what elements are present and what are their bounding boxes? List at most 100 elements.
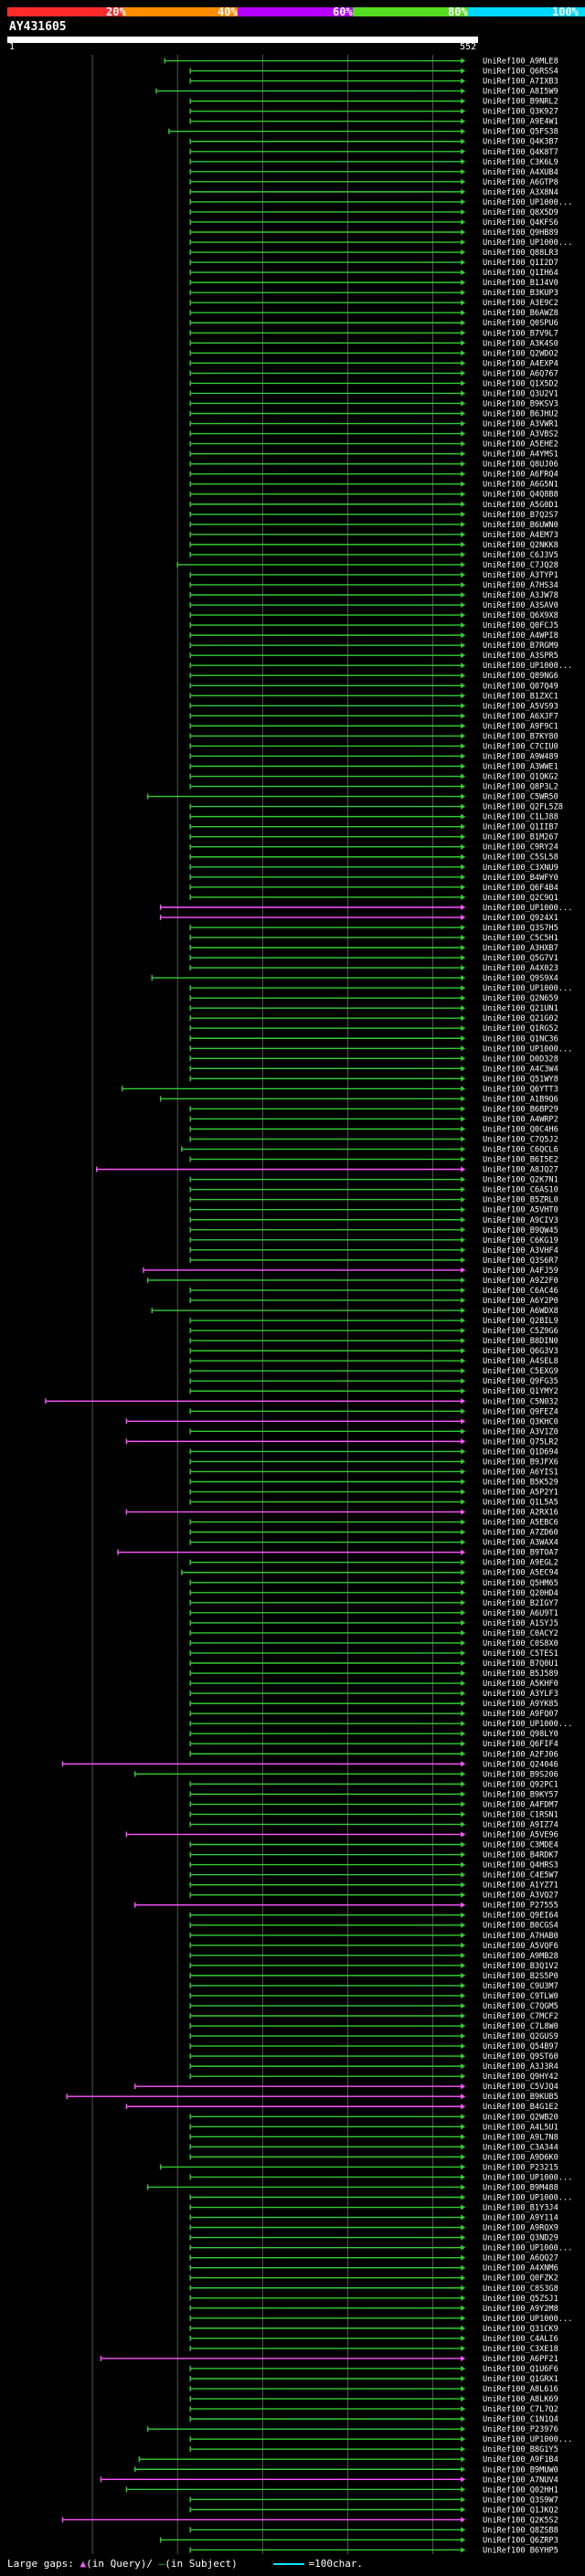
hit-label[interactable]: UniRef100_B6AWZ8	[483, 309, 558, 318]
hit-label[interactable]: UniRef100_Q21G02	[483, 1014, 558, 1023]
hit-label[interactable]: UniRef100_B9S206	[483, 1770, 558, 1779]
hit-label[interactable]: UniRef100_A5EC94	[483, 1569, 558, 1578]
hit-label[interactable]: UniRef100_A4FDM7	[483, 1800, 558, 1809]
hit-label[interactable]: UniRef100_B9TOA7	[483, 1549, 558, 1558]
hit-label[interactable]: UniRef100_Q4K3B7	[483, 138, 558, 147]
hit-label[interactable]: UniRef100_B9MUW0	[483, 2465, 558, 2475]
hit-label[interactable]: UniRef100_Q9HY42	[483, 2072, 558, 2082]
hit-label[interactable]: UniRef100_A5VHT0	[483, 1206, 558, 1215]
hit-label[interactable]: UniRef100_C7JQ28	[483, 561, 558, 570]
hit-label[interactable]: UniRef100_Q6F4B4	[483, 884, 558, 893]
hit-label[interactable]: UniRef100_C6QCL6	[483, 1146, 558, 1155]
hit-label[interactable]: UniRef100_Q6FIF4	[483, 1740, 558, 1749]
hit-label[interactable]: UniRef100_Q2GUS9	[483, 2032, 558, 2041]
hit-label[interactable]: UniRef100_B6JHU2	[483, 410, 558, 419]
hit-label[interactable]: UniRef100_C7CIU0	[483, 742, 558, 751]
hit-label[interactable]: UniRef100_Q2K7N1	[483, 1176, 558, 1185]
hit-label[interactable]: UniRef100_Q4Q8B8	[483, 491, 558, 500]
hit-label[interactable]: UniRef100_Q1U6F6	[483, 2365, 558, 2374]
hit-label[interactable]: UniRef100_Q2NKK8	[483, 541, 558, 550]
hit-label[interactable]: UniRef100_B0CGS4	[483, 1922, 558, 1931]
hit-label[interactable]: UniRef100_Q3U2V1	[483, 389, 558, 398]
hit-label[interactable]: UniRef100_Q9ST60	[483, 2052, 558, 2062]
hit-label[interactable]: UniRef100_A9W489	[483, 752, 558, 761]
hit-label[interactable]: UniRef100_Q2C9Q1	[483, 894, 558, 903]
hit-label[interactable]: UniRef100_B9M488	[483, 2183, 558, 2192]
hit-label[interactable]: UniRef100_A4L5U1	[483, 2123, 558, 2132]
hit-label[interactable]: UniRef100_A4FJ59	[483, 1267, 558, 1276]
hit-label[interactable]: UniRef100_A4WRP2	[483, 1115, 558, 1124]
hit-label[interactable]: UniRef100_A8I5W9	[483, 88, 558, 97]
hit-label[interactable]: UniRef100_Q21UN1	[483, 1004, 558, 1013]
hit-label[interactable]: UniRef100_B5K529	[483, 1478, 558, 1487]
hit-label[interactable]: UniRef100_Q3K927	[483, 108, 558, 117]
hit-label[interactable]: UniRef100_C5N032	[483, 1397, 558, 1406]
hit-label[interactable]: UniRef100_B2IGY7	[483, 1599, 558, 1608]
hit-label[interactable]: UniRef100_A6Q767	[483, 369, 558, 378]
hit-label[interactable]: UniRef100_C3K6L9	[483, 158, 558, 167]
hit-label[interactable]: UniRef100_UP1000...	[483, 2315, 572, 2324]
hit-label[interactable]: UniRef100_C7QGM5	[483, 2002, 558, 2011]
hit-label[interactable]: UniRef100_Q89NG6	[483, 672, 558, 681]
hit-label[interactable]: UniRef100_A3YLF3	[483, 1690, 558, 1699]
hit-label[interactable]: UniRef100_C0ACY2	[483, 1629, 558, 1638]
hit-label[interactable]: UniRef100_A9RQX9	[483, 2224, 558, 2233]
hit-label[interactable]: UniRef100_Q02HH1	[483, 2486, 558, 2495]
hit-label[interactable]: UniRef100_B9KY57	[483, 1790, 558, 1799]
hit-label[interactable]: UniRef100_C6AC46	[483, 1287, 558, 1296]
hit-label[interactable]: UniRef100_A9L7N8	[483, 2133, 558, 2142]
hit-label[interactable]: UniRef100_UP1000...	[483, 2244, 572, 2253]
hit-label[interactable]: UniRef100_B3KUP3	[483, 289, 558, 298]
hit-label[interactable]: UniRef100_A6QQ27	[483, 2254, 558, 2263]
hit-label[interactable]: UniRef100_Q5G7V1	[483, 954, 558, 963]
hit-label[interactable]: UniRef100_A4X023	[483, 964, 558, 973]
hit-label[interactable]: UniRef100_C5Z9G6	[483, 1327, 558, 1336]
hit-label[interactable]: UniRef100_C7L8W0	[483, 2022, 558, 2031]
hit-label[interactable]: UniRef100_Q0FCJ5	[483, 621, 558, 631]
hit-label[interactable]: UniRef100_A6G5N1	[483, 481, 558, 490]
hit-label[interactable]: UniRef100_Q1IH64	[483, 269, 558, 278]
hit-label[interactable]: UniRef100_Q2WB20	[483, 2113, 558, 2122]
hit-label[interactable]: UniRef100_C5SL58	[483, 853, 558, 863]
hit-label[interactable]: UniRef100_Q2K5S2	[483, 2516, 558, 2525]
hit-label[interactable]: UniRef100_Q3S6R7	[483, 1256, 558, 1266]
hit-label[interactable]: UniRef100_Q2BIL9	[483, 1317, 558, 1326]
hit-label[interactable]: UniRef100_Q6G3V3	[483, 1347, 558, 1356]
hit-label[interactable]: UniRef100_A4EM73	[483, 531, 558, 540]
hit-label[interactable]: UniRef100_P23976	[483, 2425, 558, 2434]
hit-label[interactable]: UniRef100_Q4KFS6	[483, 218, 558, 228]
hit-label[interactable]: UniRef100_A6PF21	[483, 2355, 558, 2364]
hit-label[interactable]: UniRef100_B7Q2S7	[483, 511, 558, 520]
hit-label[interactable]: UniRef100_A9YK85	[483, 1700, 558, 1709]
hit-label[interactable]: UniRef100_A7HS34	[483, 581, 558, 590]
hit-label[interactable]: UniRef100_UP1000...	[483, 984, 572, 993]
hit-label[interactable]: UniRef100_A9EGL2	[483, 1559, 558, 1568]
hit-label[interactable]: UniRef100_B5J589	[483, 1670, 558, 1679]
hit-label[interactable]: UniRef100_B6I5E2	[483, 1156, 558, 1165]
hit-label[interactable]: UniRef100_Q1I2D7	[483, 259, 558, 268]
hit-label[interactable]: UniRef100_A3SAV0	[483, 601, 558, 610]
hit-label[interactable]: UniRef100_C9RY24	[483, 843, 558, 853]
hit-label[interactable]: UniRef100_Q31CK9	[483, 2325, 558, 2334]
hit-label[interactable]: UniRef100_Q3KHC0	[483, 1417, 558, 1426]
hit-label[interactable]: UniRef100_A3VHF4	[483, 1246, 558, 1256]
hit-label[interactable]: UniRef100_Q6YTT3	[483, 1085, 558, 1094]
hit-label[interactable]: UniRef100_A3SPR5	[483, 652, 558, 661]
hit-label[interactable]: UniRef100_A4SEL8	[483, 1357, 558, 1366]
hit-label[interactable]: UniRef100_B6BP29	[483, 1105, 558, 1114]
hit-label[interactable]: UniRef100_A9D6K0	[483, 2153, 558, 2162]
hit-label[interactable]: UniRef100_Q1YMY2	[483, 1387, 558, 1396]
hit-label[interactable]: UniRef100_A9IZ74	[483, 1820, 558, 1829]
hit-label[interactable]: UniRef100_B8G1Y5	[483, 2445, 558, 2454]
hit-label[interactable]: UniRef100_Q8UJ06	[483, 461, 558, 470]
hit-label[interactable]: UniRef100_UP1000...	[483, 2173, 572, 2182]
hit-label[interactable]: UniRef100_B9QW45	[483, 1226, 558, 1235]
hit-label[interactable]: UniRef100_C1RSN1	[483, 1810, 558, 1819]
hit-label[interactable]: UniRef100_B1M267	[483, 833, 558, 843]
hit-label[interactable]: UniRef100_B7RGM9	[483, 641, 558, 651]
hit-label[interactable]: UniRef100_Q9FG35	[483, 1377, 558, 1386]
hit-label[interactable]: UniRef100_Q2FL5Z8	[483, 803, 563, 812]
hit-label[interactable]: UniRef100_A9MB28	[483, 1952, 558, 1961]
hit-label[interactable]: UniRef100_Q8X5D9	[483, 208, 558, 217]
hit-label[interactable]: UniRef100_Q07Q49	[483, 682, 558, 691]
